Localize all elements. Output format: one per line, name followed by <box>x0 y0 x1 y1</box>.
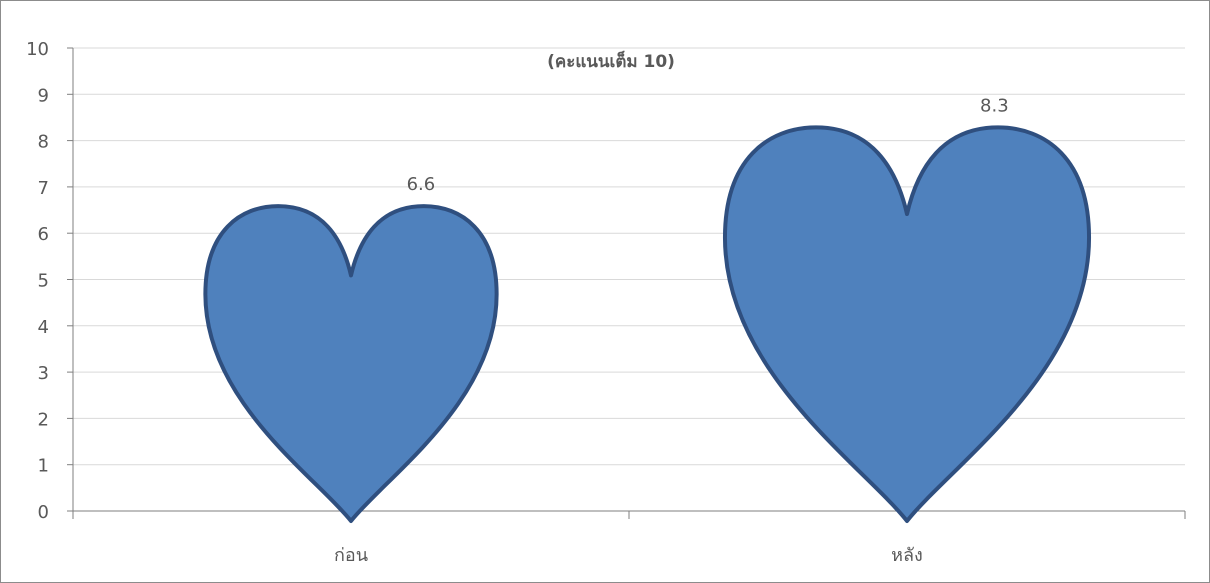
data-label: 8.3 <box>980 95 1009 116</box>
y-tick-label: 6 <box>38 224 49 245</box>
y-tick-label: 7 <box>38 178 49 199</box>
heart-bar <box>203 204 499 523</box>
y-tick-label: 3 <box>38 363 49 384</box>
y-tick-label: 9 <box>38 85 49 106</box>
y-tick-label: 10 <box>26 39 49 60</box>
x-category-label: ก่อน <box>334 545 368 566</box>
y-tick-labels: 0 1 2 3 4 5 6 7 8 9 10 <box>26 39 49 523</box>
y-tick-label: 0 <box>38 502 49 523</box>
chart-title: (คะแนนเต็ม 10) <box>547 49 675 72</box>
y-tick-label: 8 <box>38 132 49 153</box>
y-tick-label: 5 <box>38 271 49 292</box>
heart-bars <box>203 125 1092 523</box>
data-labels: 6.6 8.3 <box>407 95 1009 195</box>
y-tick-label: 2 <box>38 409 49 430</box>
category-labels: ก่อน หลัง <box>334 545 923 566</box>
axes <box>67 47 1186 519</box>
data-label: 6.6 <box>407 174 436 195</box>
y-tick-label: 4 <box>38 317 49 338</box>
heart-bar <box>722 125 1092 523</box>
x-category-label: หลัง <box>891 545 923 566</box>
y-tick-label: 1 <box>38 456 49 477</box>
